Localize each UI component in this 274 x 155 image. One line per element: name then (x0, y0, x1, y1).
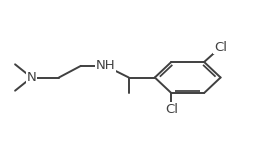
Text: NH: NH (96, 59, 115, 72)
Text: N: N (27, 71, 36, 84)
Text: Cl: Cl (214, 41, 227, 54)
Text: Cl: Cl (165, 103, 178, 116)
